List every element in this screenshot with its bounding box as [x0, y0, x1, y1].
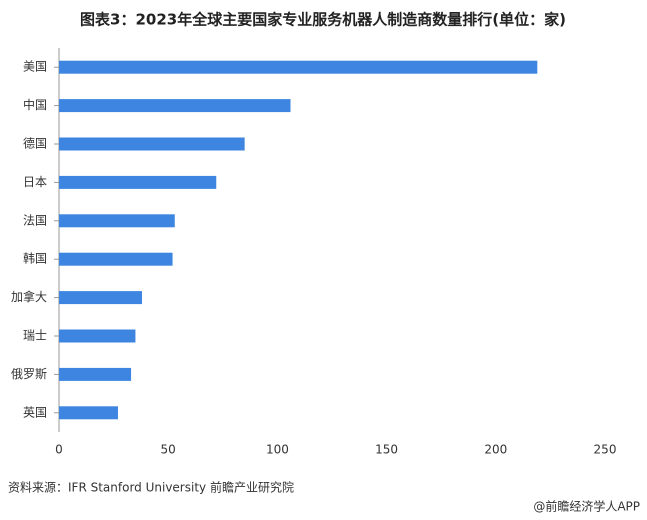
bar [59, 406, 118, 420]
x-tick-label: 100 [266, 443, 289, 457]
bar [59, 137, 245, 151]
y-tick-label: 德国 [23, 136, 47, 151]
x-tick-label: 150 [375, 443, 398, 457]
credit: @前瞻经济学人APP [533, 499, 640, 514]
y-tick-label: 俄罗斯 [11, 367, 47, 381]
y-tick-label: 韩国 [23, 251, 47, 266]
y-tick-label: 美国 [23, 60, 47, 74]
chart-title: 图表3：2023年全球主要国家专业服务机器人制造商数量排行(单位：家) [80, 11, 566, 29]
bar [59, 329, 136, 343]
y-tick-label: 英国 [23, 405, 47, 419]
bar [59, 175, 217, 189]
bar [59, 214, 175, 228]
y-tick-label: 法国 [23, 213, 47, 227]
source-note: 资料来源：IFR Stanford University 前瞻产业研究院 [8, 480, 294, 495]
x-tick-label: 0 [55, 443, 63, 457]
bar [59, 291, 142, 305]
bar [59, 60, 538, 74]
y-tick-label: 瑞士 [23, 329, 47, 343]
bar [59, 367, 132, 381]
x-tick-label: 250 [594, 443, 617, 457]
y-tick-label: 加拿大 [11, 289, 47, 304]
y-tick-label: 中国 [23, 97, 47, 112]
x-tick-label: 200 [484, 443, 507, 457]
bar [59, 252, 173, 266]
bar [59, 99, 291, 113]
y-tick-label: 日本 [23, 175, 47, 189]
x-tick-label: 50 [161, 443, 176, 457]
